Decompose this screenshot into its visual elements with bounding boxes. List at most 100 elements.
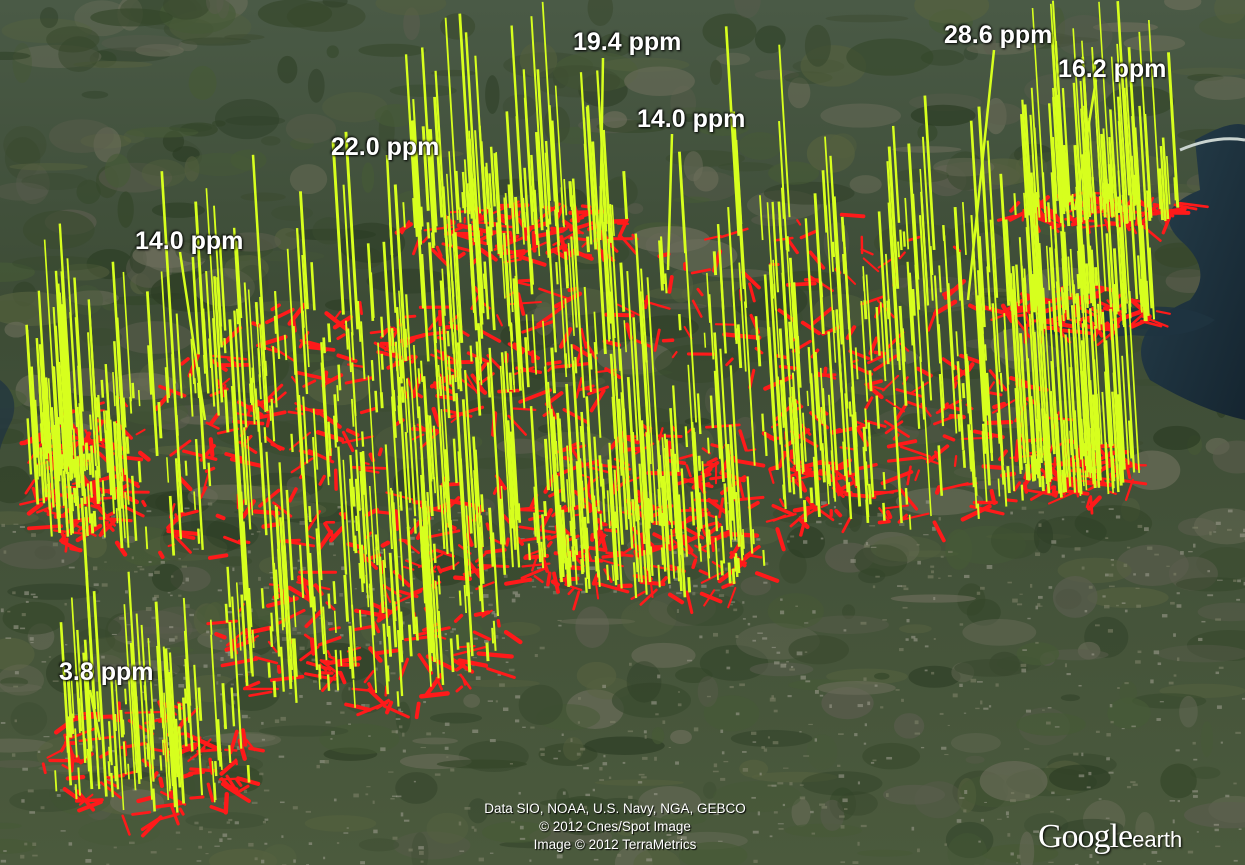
concentration-bar [957,414,961,432]
concentration-bar [194,439,204,550]
road-segment [643,294,650,310]
concentration-bar [563,179,568,216]
concentration-bar [937,445,944,496]
road-segment [932,299,958,316]
concentration-bar [607,459,618,586]
concentration-bar [862,426,868,452]
concentration-bar [986,266,992,310]
concentration-bar [908,272,921,429]
road-segment [546,571,552,587]
road-segment [344,376,374,385]
road-segment [991,399,1016,414]
concentration-bar [474,130,482,214]
concentration-bar [630,430,637,499]
concentration-bar [761,413,765,432]
concentration-bar [166,748,172,789]
concentration-bar [1128,205,1132,222]
road-segment [595,522,603,540]
road-segment [771,503,795,517]
concentration-bar [723,483,729,531]
concentration-bar [257,348,262,378]
concentration-bar [412,120,423,245]
concentration-bar [600,463,606,523]
concentration-bar [696,393,702,435]
concentration-bar [527,543,531,561]
road-segment [505,537,510,547]
concentration-bar [431,569,435,589]
road-segment [459,673,472,690]
concentration-bar [463,585,468,614]
concentration-bar [542,320,549,408]
concentration-bar [731,568,736,585]
road-segment [558,326,573,349]
road-segment [1005,498,1018,503]
road-segment [701,536,722,550]
concentration-bar [390,328,395,353]
road-segment [517,278,533,283]
concentration-bar [1092,394,1101,488]
concentration-bar [499,365,512,534]
concentration-bar [609,353,624,545]
concentration-bar [156,645,163,718]
concentration-bar [233,310,248,506]
concentration-bar [842,441,847,477]
concentration-bar [911,288,916,316]
concentration-bar [1089,380,1096,451]
concentration-bar [493,153,503,259]
concentration-bar [1012,297,1017,316]
concentration-bar [97,394,103,442]
concentration-bar [1102,128,1111,227]
concentration-bar [301,310,305,328]
concentration-bar [593,342,602,438]
concentration-bar [720,525,726,564]
concentration-bar [999,173,1011,306]
concentration-bar [437,364,441,390]
road-segment [848,349,871,361]
peak-bar [666,133,674,271]
concentration-bar [353,535,358,554]
road-segment [369,328,400,335]
concentration-bar [38,387,45,457]
road-segment [657,434,683,439]
road-segment [1067,214,1078,224]
concentration-bar [1108,138,1115,217]
concentration-bar [76,629,87,763]
concentration-bar [1094,267,1099,286]
concentration-bar [393,601,397,622]
road-segment [768,468,775,484]
concentration-bar [1075,293,1089,478]
concentration-bar [69,312,78,419]
concentration-bar [355,515,358,531]
concentration-bar [92,510,97,527]
concentration-bar [1062,292,1066,314]
concentration-bar [150,708,155,760]
concentration-bar [1116,96,1127,211]
concentration-bar [1003,329,1016,492]
concentration-bar [1023,401,1029,461]
concentration-bar [677,151,687,254]
concentration-bar [310,262,316,311]
concentration-bar [327,593,331,609]
concentration-bar [792,295,805,472]
concentration-bar [434,70,447,238]
road-segment [141,815,163,838]
concentration-bar [906,261,914,346]
concentration-bar [546,218,557,353]
concentration-bar [1088,462,1092,479]
concentration-bar [455,393,468,554]
road-segment [64,537,69,553]
concentration-bar [410,120,425,309]
concentration-bar [404,54,419,237]
concentration-bar [719,277,727,354]
concentration-bar [259,296,269,412]
road-segment [773,236,794,242]
peak-label: 14.0 ppm [135,227,244,255]
road-segment [356,701,389,717]
concentration-bar [999,424,1005,466]
road-segment [567,586,576,596]
concentration-bar [1064,334,1077,493]
concentration-bar [405,378,417,517]
concentration-bar [1069,430,1074,456]
